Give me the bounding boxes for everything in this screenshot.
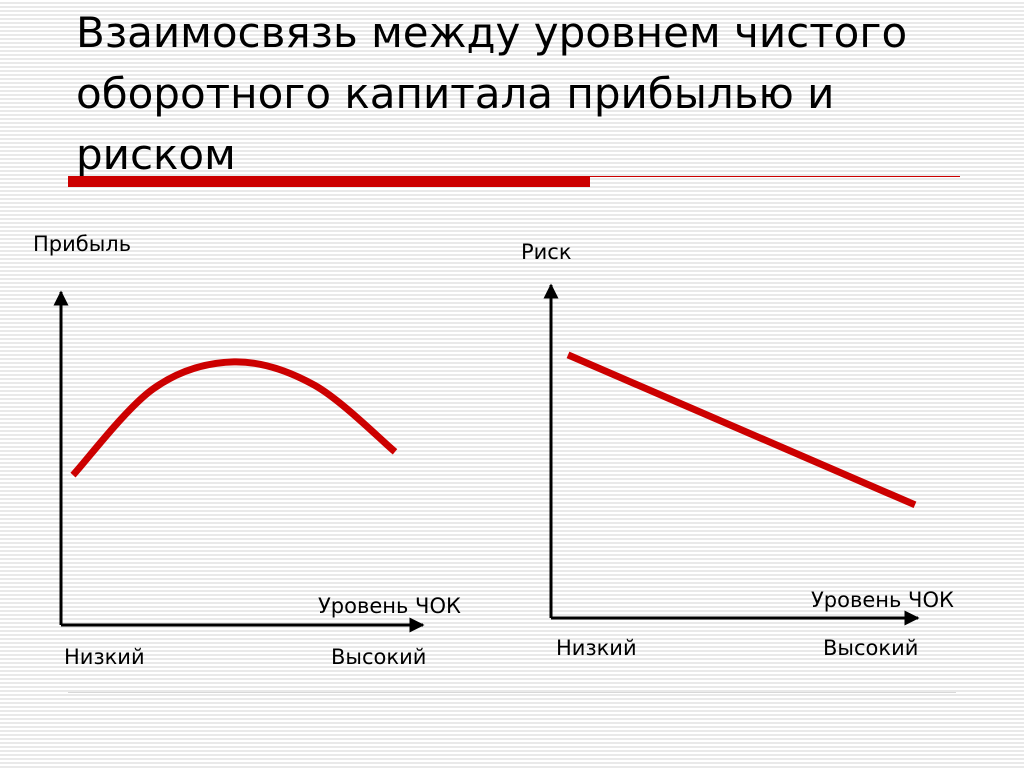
slide-title: Взаимосвязь между уровнем чистого оборот… <box>76 8 908 179</box>
footer-divider <box>68 692 956 693</box>
chart-profit <box>53 290 425 633</box>
risk-line <box>566 351 917 509</box>
title-underline-thin <box>590 176 960 177</box>
risk-x-tick-low: Низкий <box>556 636 637 660</box>
risk-x-axis-label: Уровень ЧОК <box>811 588 954 612</box>
profit-x-tick-low: Низкий <box>64 645 145 669</box>
risk-y-axis-label: Риск <box>521 240 572 264</box>
profit-x-tick-high: Высокий <box>331 645 427 669</box>
risk-x-tick-high: Высокий <box>823 636 919 660</box>
profit-y-axis-label: Прибыль <box>33 232 132 256</box>
profit-x-axis-label: Уровень ЧОК <box>318 594 461 618</box>
chart-risk <box>543 283 920 626</box>
profit-curve <box>70 358 398 478</box>
title-underline-thick <box>68 176 590 187</box>
